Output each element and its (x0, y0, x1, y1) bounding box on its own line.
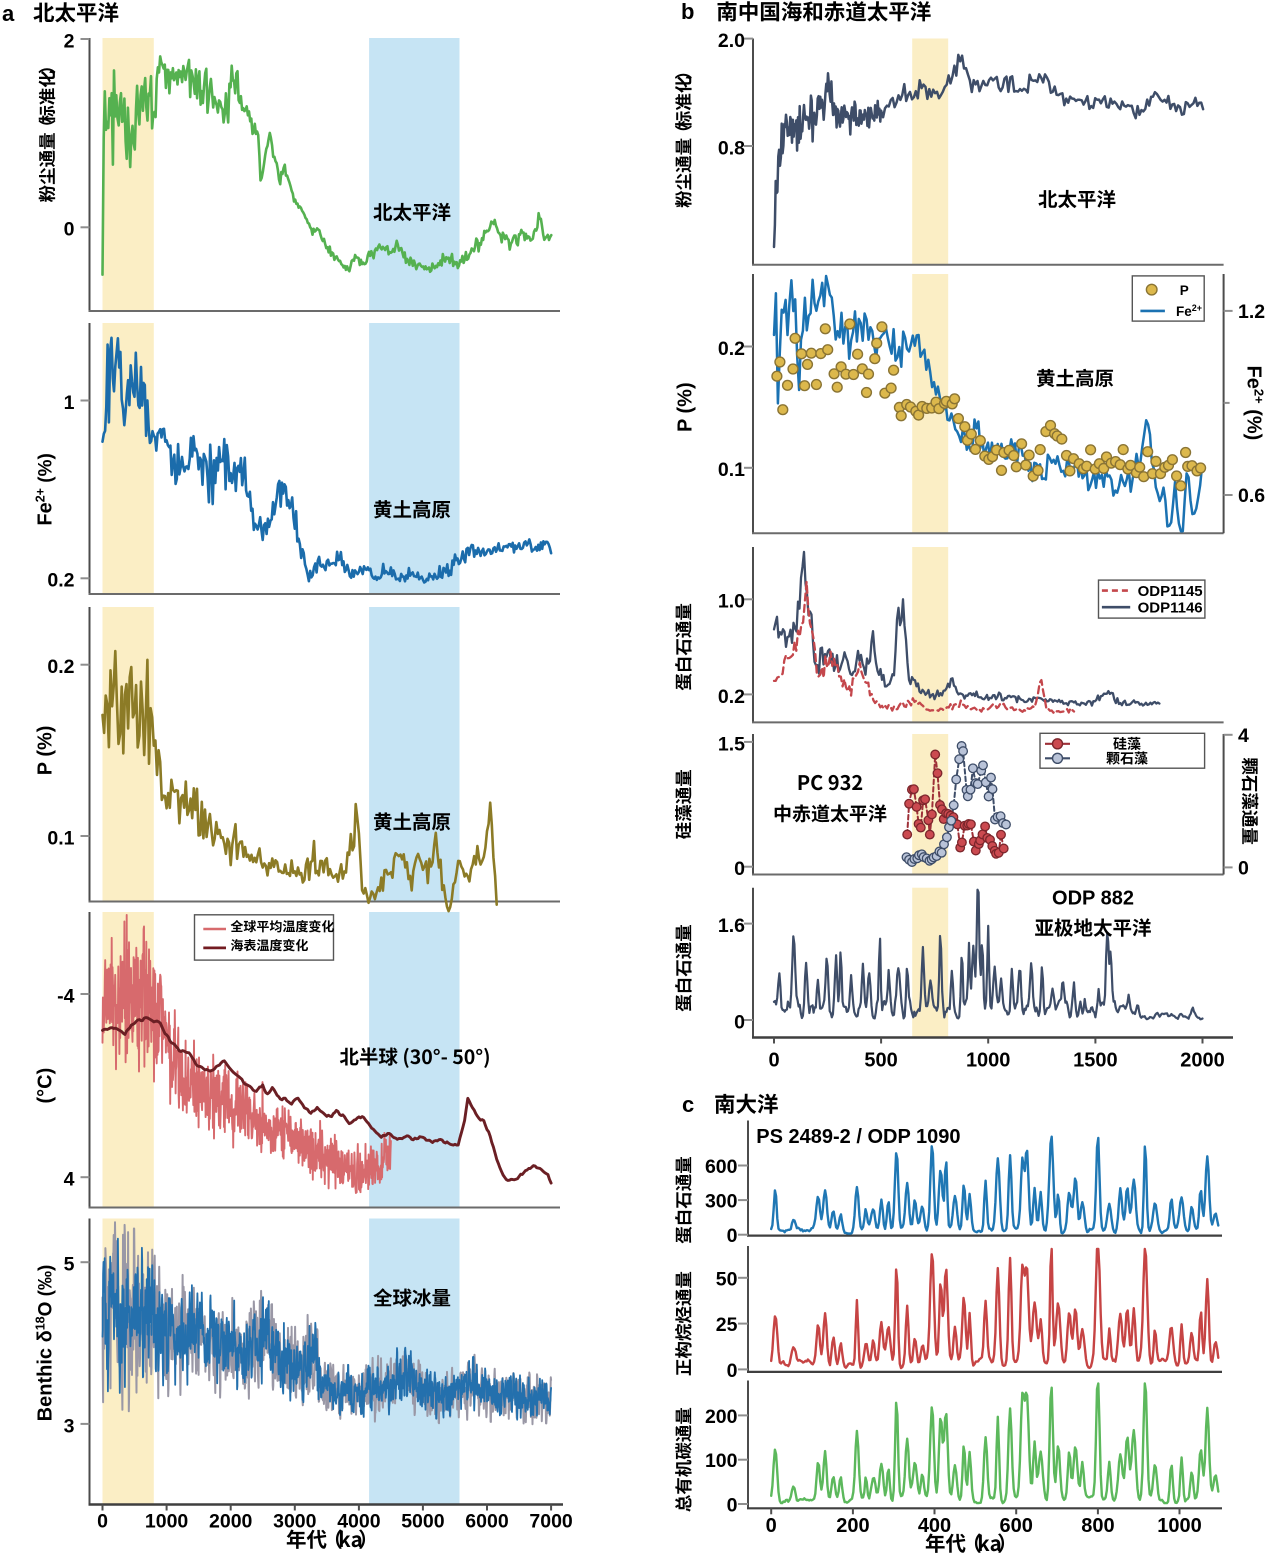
svg-text:ODP1146: ODP1146 (1138, 599, 1203, 616)
svg-text:1: 1 (64, 392, 75, 414)
svg-text:1.6: 1.6 (718, 915, 745, 937)
svg-text:0: 0 (1238, 857, 1249, 879)
svg-text:0.6: 0.6 (1238, 485, 1265, 507)
svg-text:0: 0 (766, 1515, 777, 1537)
svg-text:1500: 1500 (1073, 1050, 1118, 1072)
svg-text:600: 600 (705, 1156, 738, 1178)
svg-text:-4: -4 (57, 985, 74, 1007)
svg-text:1.2: 1.2 (1238, 301, 1265, 323)
svg-text:0.1: 0.1 (718, 459, 745, 481)
svg-text:0.1: 0.1 (47, 827, 74, 849)
svg-text:0: 0 (727, 1495, 738, 1517)
svg-text:(°C): (°C) (34, 1068, 56, 1104)
svg-text:0: 0 (727, 1360, 738, 1382)
svg-text:P (%): P (%) (675, 382, 697, 432)
svg-text:4: 4 (1238, 725, 1249, 747)
svg-text:800: 800 (1081, 1515, 1114, 1537)
svg-text:P: P (1180, 283, 1189, 298)
svg-text:4: 4 (64, 1169, 75, 1191)
svg-text:b: b (681, 0, 694, 24)
svg-text:1.5: 1.5 (718, 733, 745, 755)
svg-text:200: 200 (705, 1406, 738, 1428)
svg-text:0: 0 (734, 1011, 745, 1033)
svg-text:6000: 6000 (465, 1511, 509, 1533)
svg-text:50: 50 (716, 1268, 738, 1290)
svg-text:0: 0 (768, 1050, 779, 1072)
svg-text:0: 0 (727, 1225, 738, 1247)
svg-text:2000: 2000 (1180, 1050, 1225, 1072)
svg-text:3000: 3000 (273, 1511, 317, 1533)
svg-text:5000: 5000 (401, 1511, 445, 1533)
svg-text:2.0: 2.0 (718, 30, 745, 52)
svg-text:600: 600 (1000, 1515, 1033, 1537)
svg-text:100: 100 (705, 1450, 738, 1472)
svg-text:300: 300 (705, 1191, 738, 1213)
svg-text:2: 2 (64, 31, 75, 53)
svg-text:ODP 882: ODP 882 (1052, 888, 1134, 910)
svg-text:25: 25 (716, 1314, 738, 1336)
svg-text:0.2: 0.2 (718, 686, 745, 708)
svg-text:200: 200 (836, 1515, 869, 1537)
svg-text:3: 3 (64, 1415, 75, 1437)
svg-text:1000: 1000 (1157, 1515, 1202, 1537)
svg-text:1.0: 1.0 (718, 591, 745, 613)
svg-text:1000: 1000 (966, 1050, 1011, 1072)
svg-text:c: c (682, 1092, 694, 1117)
svg-text:2000: 2000 (209, 1511, 253, 1533)
svg-text:P (%): P (%) (34, 726, 56, 776)
svg-text:Benthic δ18O (‰): Benthic δ18O (‰) (33, 1265, 56, 1422)
svg-text:0.2: 0.2 (47, 570, 74, 592)
svg-text:Fe2+ (%): Fe2+ (%) (33, 453, 56, 525)
svg-text:0.8: 0.8 (718, 137, 745, 159)
svg-text:5: 5 (64, 1254, 75, 1276)
svg-text:0: 0 (734, 858, 745, 880)
svg-text:0: 0 (97, 1511, 108, 1533)
svg-text:0.2: 0.2 (47, 656, 74, 678)
svg-text:400: 400 (918, 1515, 951, 1537)
svg-text:Fe2+ (%): Fe2+ (%) (1243, 365, 1267, 440)
svg-text:0.2: 0.2 (718, 338, 745, 360)
svg-text:0: 0 (64, 219, 75, 241)
svg-text:PS 2489-2 / ODP 1090: PS 2489-2 / ODP 1090 (756, 1126, 960, 1148)
svg-text:500: 500 (864, 1050, 897, 1072)
svg-text:1000: 1000 (145, 1511, 189, 1533)
svg-text:7000: 7000 (529, 1511, 573, 1533)
svg-text:4000: 4000 (337, 1511, 381, 1533)
svg-text:a: a (2, 1, 15, 26)
svg-text:ODP1145: ODP1145 (1138, 583, 1203, 600)
